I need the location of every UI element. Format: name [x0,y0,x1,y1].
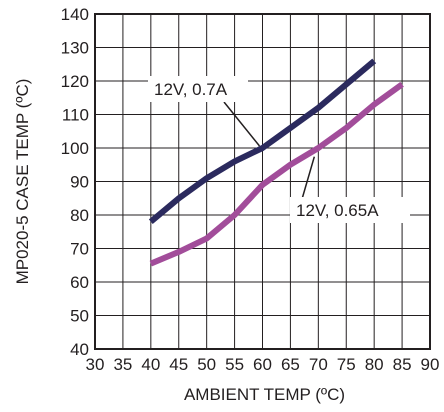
y-tick-label: 50 [70,307,89,326]
x-tick-label: 60 [253,355,272,374]
annotations: 12V, 0.7A 12V, 0.65A [148,76,410,223]
y-tick-label: 70 [70,240,89,259]
x-tick-label: 45 [169,355,188,374]
x-tick-label: 80 [365,355,384,374]
annotation-background [148,76,248,102]
x-tick-label: 70 [309,355,328,374]
series-line-2 [149,81,404,267]
series-line-1 [148,58,377,225]
y-tick-label: 130 [61,39,89,58]
x-tick-label: 75 [337,355,356,374]
x-axis-label: AMBIENT TEMP (ºC) [184,385,345,404]
y-tick-label: 100 [61,139,89,158]
y-tick-label: 60 [70,273,89,292]
y-tick-label: 80 [70,206,89,225]
annotation-background [290,197,410,223]
series-annotation-label: 12V, 0.65A [296,201,379,220]
annotation-leader-line [223,101,261,147]
y-tick-label: 40 [70,340,89,359]
x-tick-label: 55 [225,355,244,374]
x-tick-label: 65 [281,355,300,374]
x-tick-labels: 30 35 40 45 50 55 60 65 70 75 80 85 90 [86,355,440,374]
y-axis-label: MP020-5 CASE TEMP (ºC) [13,79,32,285]
x-tick-label: 85 [393,355,412,374]
y-tick-label: 120 [61,72,89,91]
plot-frame [94,13,431,350]
x-tick-label: 90 [421,355,440,374]
series-lines [148,58,404,267]
y-tick-label: 90 [70,173,89,192]
y-tick-label: 110 [62,106,89,125]
x-tick-label: 35 [113,355,132,374]
y-tick-labels: 40 50 60 70 80 90 100 110 120 130 140 [61,5,89,359]
x-tick-label: 30 [86,355,105,374]
y-tick-label: 140 [61,5,89,24]
series-annotation-label: 12V, 0.7A [154,80,228,99]
x-tick-label: 50 [197,355,216,374]
x-tick-label: 40 [141,355,160,374]
